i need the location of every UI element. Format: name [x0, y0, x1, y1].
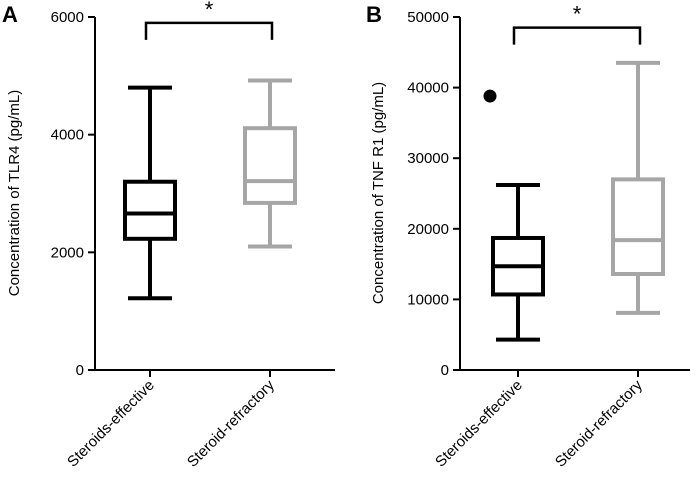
y-tick-label: 0: [441, 362, 449, 379]
y-tick-label: 0: [76, 362, 84, 379]
y-tick-label: 30000: [407, 150, 449, 167]
y-tick-label: 50000: [407, 9, 449, 26]
category-label: Steroid-refractory: [552, 376, 646, 470]
box-plot: [483, 89, 545, 342]
panel-a-chart: A 0 2000 4000 6000 Concentration of TLR4 (pg/…: [2, 0, 335, 471]
category-label: Steroid-refractory: [184, 376, 278, 470]
iqr-box: [123, 179, 177, 241]
panel-b-chart: B 0 10000 20000 30000 40000 50000 Concentration…: [366, 2, 690, 471]
significance-bracket: [512, 26, 642, 45]
category-label: Steroids-effective: [64, 377, 158, 471]
category-label: Steroids-effective: [432, 377, 526, 471]
significance-label: *: [205, 0, 214, 22]
y-tick-label: 6000: [51, 9, 84, 26]
y-tick-label: 4000: [51, 127, 84, 144]
panel-letter: A: [2, 2, 18, 27]
y-tick-label: 2000: [51, 244, 84, 261]
significance-label: *: [573, 2, 582, 27]
outlier-point: [483, 89, 497, 103]
panel-letter: B: [366, 2, 382, 27]
significance-bracket: [144, 21, 274, 40]
box-plot: [243, 78, 297, 249]
y-tick-label: 40000: [407, 80, 449, 97]
box-plot: [611, 60, 665, 315]
y-tick-label: 10000: [407, 291, 449, 308]
y-tick-label: 20000: [407, 221, 449, 238]
iqr-box: [243, 126, 297, 205]
box-plot: [123, 85, 177, 301]
iqr-box: [611, 177, 665, 276]
y-axis-title: Concentration of TNF R1 (pg/mL): [370, 82, 387, 304]
y-axis-title: Concentration of TLR4 (pg/mL): [6, 90, 23, 297]
